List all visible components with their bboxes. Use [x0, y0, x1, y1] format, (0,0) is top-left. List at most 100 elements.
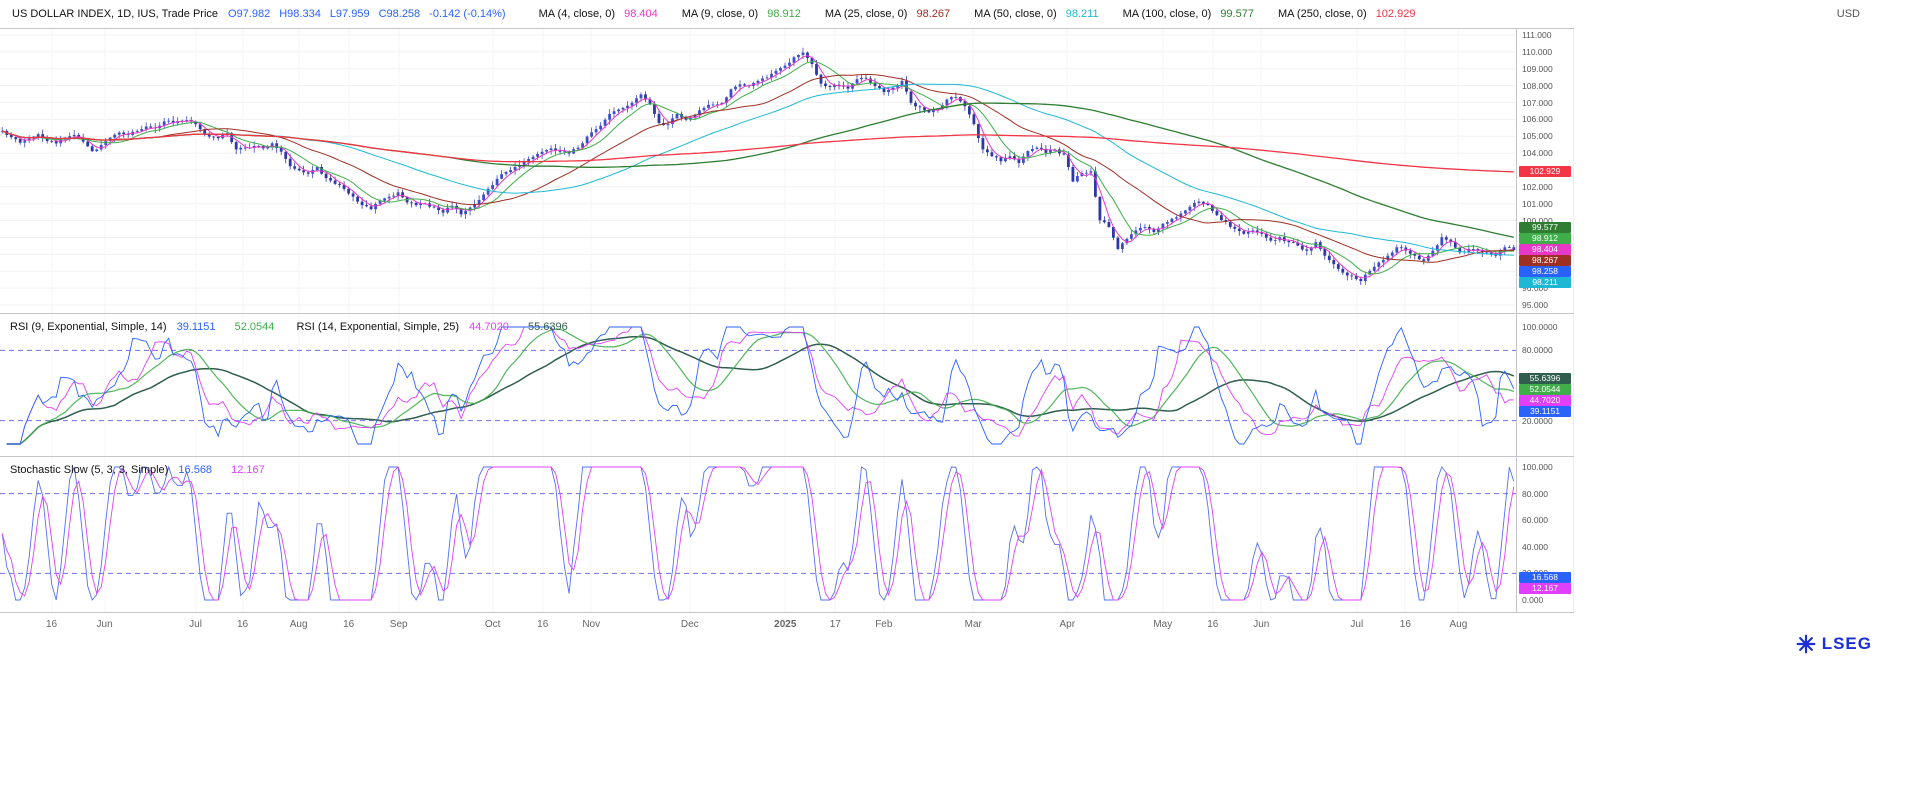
- ma100-legend[interactable]: MA (100, close, 0) 99.577: [1123, 8, 1254, 20]
- ma4-price-badge: 98.404: [1519, 244, 1571, 256]
- axis-tick-label: 100.000: [1522, 215, 1553, 226]
- axis-tick-label: 20.0000: [1522, 415, 1553, 426]
- time-axis[interactable]: 16 Jun Jul 16 Aug 16 Sep Oct 16 Nov Dec 2025 17 Feb Ma…: [0, 613, 1574, 638]
- panel-divider: [0, 28, 1574, 29]
- ma4-label: MA (4, close, 0): [538, 8, 616, 20]
- stoch-d-badge: 12.167: [1519, 583, 1571, 595]
- instrument-title[interactable]: US DOLLAR INDEX, 1D, IUS, Trade Price: [12, 8, 219, 20]
- price-y-axis[interactable]: 111.000 110.000 109.000 108.000 107.000 106.0…: [1516, 29, 1574, 313]
- panel-divider: [0, 612, 1574, 613]
- ma4-legend[interactable]: MA (4, close, 0) 98.404: [539, 8, 658, 20]
- rsi14-title: RSI (14, Exponential, Simple, 25): [296, 321, 460, 333]
- ma100-value: 99.577: [1220, 8, 1254, 20]
- time-axis-label: 2025: [774, 619, 797, 630]
- rsi9-signal-badge: 52.0544: [1519, 384, 1571, 396]
- axis-tick-label: 106.000: [1522, 114, 1553, 125]
- time-axis-label: 16: [1399, 619, 1411, 630]
- axis-tick-label: 96.000: [1522, 283, 1548, 294]
- last-price-badge: 98.258: [1519, 266, 1571, 278]
- high-value: H98.334: [279, 8, 321, 20]
- ma50-value: 98.211: [1065, 8, 1099, 20]
- time-axis-label: Mar: [964, 619, 982, 630]
- ma50-label: MA (50, close, 0): [974, 8, 1057, 20]
- ma250-price-badge: 102.929: [1519, 165, 1571, 177]
- stoch-k-value: 16.568: [178, 464, 213, 476]
- axis-tick-label: 40.000: [1522, 541, 1548, 552]
- rsi-y-axis[interactable]: 100.0000 80.0000 20.0000 55.6396 52.0544 44.7…: [1516, 314, 1574, 456]
- ma9-price-badge: 98.912: [1519, 233, 1571, 245]
- rsi14-signal-badge: 55.6396: [1519, 373, 1571, 385]
- rsi14-badge: 44.7020: [1519, 395, 1571, 407]
- time-axis-label: Sep: [389, 619, 408, 630]
- rsi9-badge: 39.1151: [1519, 406, 1571, 418]
- time-axis-label: Nov: [582, 619, 601, 630]
- ma250-label: MA (250, close, 0): [1277, 8, 1367, 20]
- stochastic-chart-canvas[interactable]: [0, 457, 1516, 612]
- stochastic-y-axis[interactable]: 100.00080.00060.00040.00020.0000.00016.5…: [1516, 457, 1574, 612]
- ma25-legend[interactable]: MA (25, close, 0) 98.267: [825, 8, 950, 20]
- time-axis-label: 16: [1207, 619, 1219, 630]
- ma250-value: 102.929: [1375, 8, 1416, 20]
- axis-tick-label: 95.000: [1522, 300, 1548, 310]
- time-axis-label: Dec: [680, 619, 699, 630]
- ma25-price-badge: 98.267: [1519, 255, 1571, 267]
- time-axis-label: Jun: [1253, 619, 1270, 630]
- axis-tick-label: 80.0000: [1522, 345, 1553, 356]
- stochastic-title: Stochastic Slow (5, 3, 3, Simple): [10, 464, 169, 476]
- ma9-legend[interactable]: MA (9, close, 0) 98.912: [682, 8, 801, 20]
- rsi9-value: 39.1151: [176, 321, 216, 333]
- time-axis-label: Aug: [1449, 619, 1468, 630]
- axis-tick-label: 108.000: [1522, 80, 1553, 91]
- rsi-legend[interactable]: RSI (9, Exponential, Simple, 14) 39.1151…: [10, 321, 577, 333]
- time-axis-label: Jul: [189, 619, 202, 630]
- time-axis-label: 16: [537, 619, 549, 630]
- time-axis-label: Jun: [96, 619, 113, 630]
- rsi-panel: RSI (9, Exponential, Simple, 14) 39.1151…: [0, 314, 1574, 456]
- open-value: O97.982: [228, 8, 271, 20]
- time-axis-label: Oct: [484, 619, 501, 630]
- rsi9-signal-value: 52.0544: [234, 321, 275, 333]
- ma100-label: MA (100, close, 0): [1122, 8, 1212, 20]
- time-axis-label: Apr: [1059, 619, 1076, 630]
- ma100-price-badge: 99.577: [1519, 222, 1571, 234]
- axis-tick-label: 101.000: [1522, 198, 1553, 209]
- panel-divider: [0, 313, 1574, 314]
- low-value: L97.959: [329, 8, 370, 20]
- currency-label: USD: [1836, 8, 1860, 20]
- ma250-legend[interactable]: MA (250, close, 0) 102.929: [1278, 8, 1415, 20]
- rsi14-signal-value: 55.6396: [527, 321, 568, 333]
- axis-tick-label: 104.000: [1522, 148, 1553, 159]
- panel-divider: [0, 456, 1574, 457]
- price-panel: 111.000 110.000 109.000 108.000 107.000 106.0…: [0, 29, 1574, 313]
- time-axis-label: 16: [45, 619, 58, 630]
- rsi9-title: RSI (9, Exponential, Simple, 14): [10, 321, 167, 333]
- legend-bar: US DOLLAR INDEX, 1D, IUS, Trade Price O9…: [0, 0, 1916, 28]
- time-axis-label: 16: [343, 619, 355, 630]
- rsi-chart-canvas[interactable]: [0, 314, 1516, 456]
- close-value: C98.258: [378, 8, 421, 20]
- stochastic-legend[interactable]: Stochastic Slow (5, 3, 3, Simple) 16.568…: [10, 464, 274, 476]
- axis-tick-label: 0.000: [1522, 595, 1544, 605]
- rsi14-value: 44.7020: [469, 321, 509, 333]
- time-axis-label: 17: [829, 619, 841, 630]
- axis-tick-label: 100.0000: [1522, 322, 1558, 332]
- ma4-value: 98.404: [624, 8, 658, 20]
- axis-tick-label: 100.000: [1522, 462, 1553, 472]
- time-axis-label: 16: [236, 619, 249, 630]
- time-axis-label: May: [1153, 619, 1173, 630]
- stoch-k-badge: 16.568: [1519, 572, 1571, 584]
- lseg-mark-icon: [1796, 634, 1816, 654]
- ma25-label: MA (25, close, 0): [824, 8, 908, 20]
- time-axis-label: Aug: [289, 619, 308, 630]
- time-axis-label: Feb: [875, 619, 893, 630]
- axis-tick-label: 102.000: [1522, 181, 1553, 192]
- change-value: -0.142 (-0.14%): [429, 8, 506, 20]
- stochastic-panel: Stochastic Slow (5, 3, 3, Simple) 16.568…: [0, 457, 1574, 612]
- lseg-logo[interactable]: LSEG: [1796, 634, 1872, 654]
- price-chart-canvas[interactable]: [0, 29, 1516, 313]
- axis-tick-label: 105.000: [1522, 131, 1553, 142]
- axis-tick-label: 107.000: [1522, 97, 1553, 108]
- axis-tick-label: 60.000: [1522, 515, 1548, 526]
- ma50-legend[interactable]: MA (50, close, 0) 98.211: [974, 8, 1098, 20]
